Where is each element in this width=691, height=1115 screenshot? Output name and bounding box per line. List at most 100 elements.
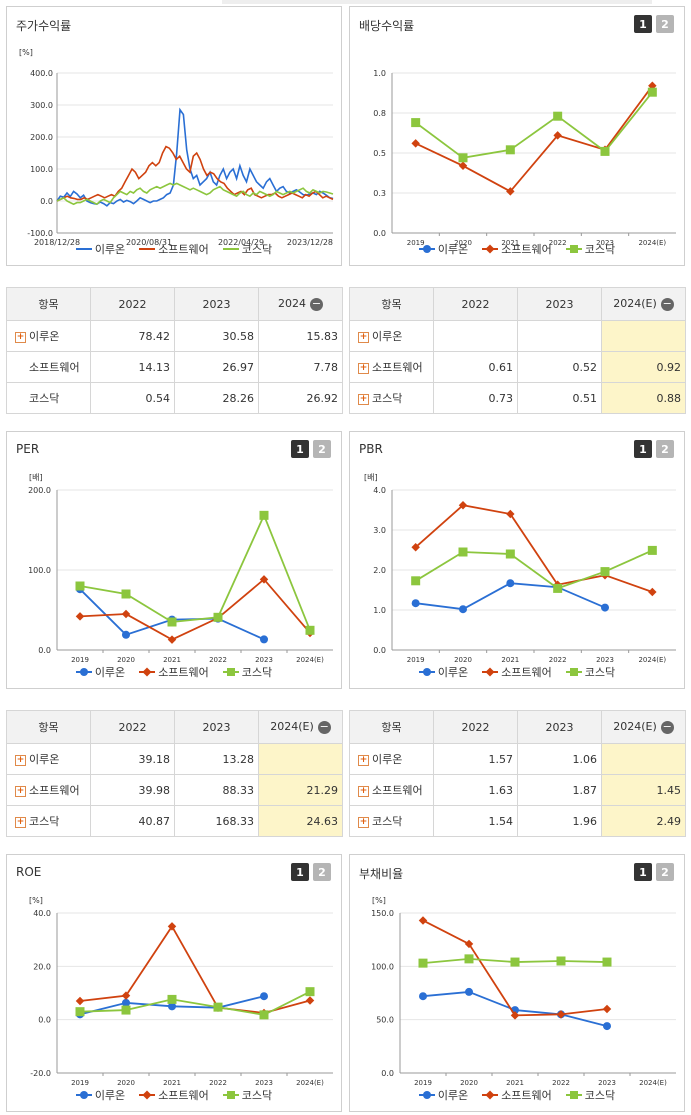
table-cell: 15.83 xyxy=(258,320,343,352)
per-line-software xyxy=(79,578,311,641)
pbr-point-software xyxy=(648,587,657,597)
dividend-ytick-label: 0.5 xyxy=(373,149,386,158)
row-label[interactable]: + 소프트웨어 xyxy=(349,774,434,806)
expand-plus-icon[interactable]: + xyxy=(358,754,369,766)
collapse-column-icon[interactable]: − xyxy=(660,719,674,734)
row-label[interactable]: + 이루온 xyxy=(349,743,434,775)
debt-point-software xyxy=(418,916,428,925)
debt-legend: 이루온 소프트웨어 코스닥 xyxy=(350,1087,684,1103)
per-point-software xyxy=(259,575,269,584)
per-ytick-label: 0.0 xyxy=(38,646,51,655)
row-label[interactable]: + 코스닥 xyxy=(6,805,91,837)
roe-point-kosdaq xyxy=(259,1010,269,1020)
page-1-button[interactable]: 1 xyxy=(634,863,652,881)
table-cell xyxy=(601,320,686,352)
stock-ytick-label: 0.0 xyxy=(40,197,53,206)
table-cell: 0.54 xyxy=(90,382,175,414)
pbr-ytick-label: 0.0 xyxy=(373,646,386,655)
collapse-column-icon[interactable]: − xyxy=(317,719,331,734)
dividend-point-kosdaq xyxy=(505,145,515,155)
dividend-ytick-label: 0.0 xyxy=(373,229,386,238)
roe-xtick-label: 2019 xyxy=(71,1079,89,1087)
legend-software: 소프트웨어 xyxy=(482,664,552,680)
page-1-button[interactable]: 1 xyxy=(291,863,309,881)
table-cell: 0.52 xyxy=(517,351,602,383)
row-label[interactable]: + 이루온 xyxy=(349,320,434,352)
pbr-series-kosdaq xyxy=(411,545,657,593)
stock-legend: 이루온 소프트웨어 코스닥 xyxy=(7,241,341,257)
row-label: 코스닥 xyxy=(6,382,91,414)
page-2-button[interactable]: 2 xyxy=(656,440,674,458)
expand-plus-icon[interactable]: + xyxy=(15,785,26,797)
row-label[interactable]: + 코스닥 xyxy=(349,805,434,837)
roe-panel: ROE 1 2 [%] 40.0 20.0 0.0 -20.0 2019 2020 2021 2… xyxy=(6,854,342,1112)
roe-page-buttons: 1 2 xyxy=(291,863,331,881)
table-cell: 78.42 xyxy=(90,320,175,352)
per-series-kosdaq xyxy=(75,510,315,635)
row-label[interactable]: + 소프트웨어 xyxy=(6,774,91,806)
collapse-column-icon[interactable]: − xyxy=(310,296,323,311)
table-cell: 1.54 xyxy=(433,805,518,837)
page-2-button[interactable]: 2 xyxy=(656,863,674,881)
expand-plus-icon[interactable]: + xyxy=(15,816,26,828)
debt-title: 부채비율 xyxy=(359,867,404,881)
expand-plus-icon[interactable]: + xyxy=(15,331,26,343)
page-1-button[interactable]: 1 xyxy=(634,440,652,458)
dividend-legend: 이루온 소프트웨어 코스닥 xyxy=(350,241,684,257)
table_div-header-1: 2022 xyxy=(433,287,518,321)
roe-xtick-label: 2024(E) xyxy=(296,1079,324,1087)
roe-unit-label: [%] xyxy=(29,896,43,905)
row-label[interactable]: + 이루온 xyxy=(6,743,91,775)
stock-ytick-label: 300.0 xyxy=(30,101,53,110)
debt-xtick-label: 2022 xyxy=(552,1079,570,1087)
expand-plus-icon[interactable]: + xyxy=(358,331,369,343)
pbr-point-kosdaq xyxy=(505,549,515,559)
collapse-column-icon[interactable]: − xyxy=(660,296,674,311)
table_per-header-0: 항목 xyxy=(6,710,91,744)
row-label[interactable]: + 코스닥 xyxy=(349,382,434,414)
pbr-xtick-label: 2022 xyxy=(549,656,567,664)
roe-point-software xyxy=(75,996,85,1006)
per-line-kosdaq xyxy=(79,513,311,631)
roe-point-kosdaq xyxy=(121,1005,131,1015)
stock-return-chart: [%] 400.0 300.0 200.0 100.0 0.0 -100.02018/12/… xyxy=(19,48,334,247)
pbr-point-kosdaq xyxy=(647,545,657,555)
debt-ytick-label: 0.0 xyxy=(381,1069,394,1078)
row-label[interactable]: + 소프트웨어 xyxy=(349,351,434,383)
per-point-software xyxy=(75,612,85,621)
dividend-xtick-label: 2021 xyxy=(501,239,519,247)
dividend-table: 항목 2022 2023 2024(E) − + 이루온 + 소프트웨어 0.61 0.52 0.92… xyxy=(349,287,686,414)
table_div-header-2: 2023 xyxy=(517,287,602,321)
page-1-button[interactable]: 1 xyxy=(634,15,652,33)
roe-ytick-label: 20.0 xyxy=(33,962,51,971)
table-cell: 88.33 xyxy=(174,774,259,806)
stock-ytick-label: -100.0 xyxy=(27,229,53,238)
table-row: 소프트웨어 14.13 26.97 7.78 xyxy=(6,351,343,383)
pbr-series-irooon xyxy=(411,579,609,614)
page-2-button[interactable]: 2 xyxy=(313,440,331,458)
expand-plus-icon[interactable]: + xyxy=(358,816,369,828)
dividend-point-kosdaq xyxy=(458,153,468,163)
debt-point-software xyxy=(464,939,474,949)
table-cell: 30.58 xyxy=(174,320,259,352)
table-cell: 26.97 xyxy=(174,351,259,383)
page-2-button[interactable]: 2 xyxy=(313,863,331,881)
page-2-button[interactable]: 2 xyxy=(656,15,674,33)
row-label[interactable]: + 이루온 xyxy=(6,320,91,352)
table-cell: 0.61 xyxy=(433,351,518,383)
pbr-unit-label: [배] xyxy=(364,473,378,482)
pbr-xtick-label: 2023 xyxy=(596,656,614,664)
debt-chart: [%] 150.0 100.0 50.0 0.0 2019 2020 2021 2022 2023… xyxy=(371,896,676,1087)
table-cell: 24.63 xyxy=(258,805,343,837)
pbr-xtick-label: 2020 xyxy=(454,656,472,664)
table-cell: 40.87 xyxy=(90,805,175,837)
per-table: 항목 2022 2023 2024(E) − + 이루온 39.18 13.28 + 소프트웨어 39… xyxy=(6,710,343,837)
per-point-kosdaq xyxy=(305,625,315,635)
dividend-line-software xyxy=(415,85,654,193)
expand-plus-icon[interactable]: + xyxy=(358,785,369,797)
page-1-button[interactable]: 1 xyxy=(291,440,309,458)
expand-plus-icon[interactable]: + xyxy=(358,362,369,374)
expand-plus-icon[interactable]: + xyxy=(15,754,26,766)
dividend-ytick-label: 1.0 xyxy=(373,69,386,78)
expand-plus-icon[interactable]: + xyxy=(358,393,369,405)
